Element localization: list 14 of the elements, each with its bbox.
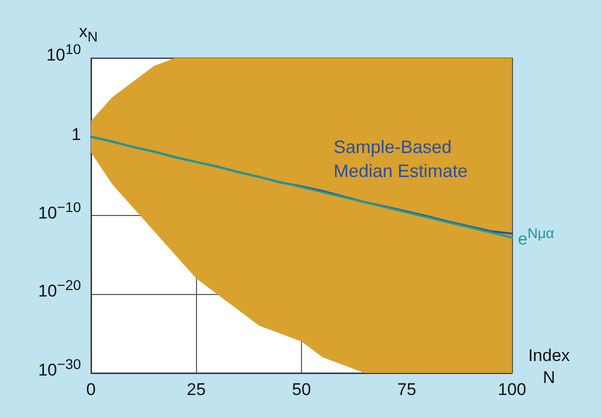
- series-label: Sample-Based Median Estimate: [334, 136, 469, 183]
- x-tick-label: 50: [292, 380, 311, 399]
- y-tick-label: 10$^{−10}$: [37, 198, 81, 224]
- y-tick-label: 10$^{−20}$: [37, 277, 81, 302]
- series-label: e$^{Nμα}$: [518, 224, 554, 250]
- y-tick-label: 10$^{10}$: [45, 41, 81, 66]
- y-tick-label: 1: [70, 124, 81, 145]
- x-tick-label: 75: [397, 380, 416, 399]
- x-tick-label: 100: [498, 380, 526, 399]
- x-axis-title: Index N: [528, 346, 570, 387]
- y-axis-title: x$_{N}$: [79, 22, 98, 46]
- y-tick-label: 10$^{−30}$: [37, 356, 81, 381]
- x-tick-label: 25: [186, 380, 206, 399]
- x-tick-label: 0: [86, 380, 96, 399]
